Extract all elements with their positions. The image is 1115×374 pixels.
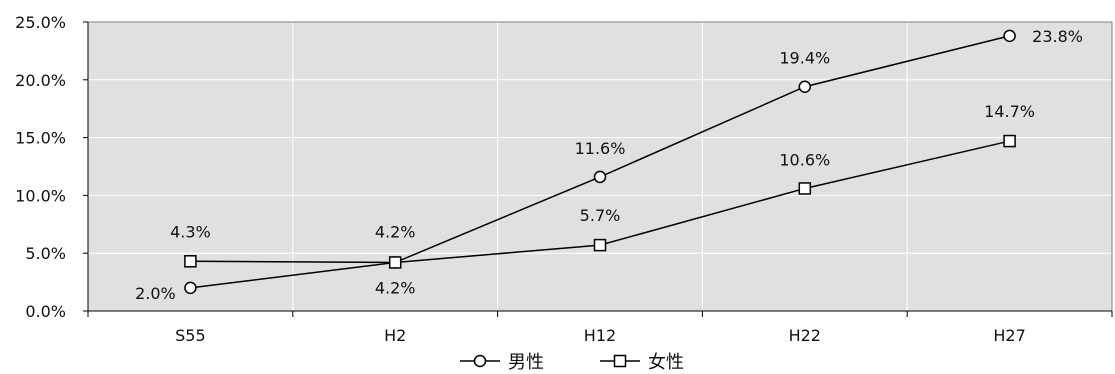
data-label: 4.2%: [375, 278, 416, 297]
legend-label: 女性: [648, 352, 684, 373]
data-label: 2.0%: [135, 284, 176, 303]
axes: [87, 21, 1113, 312]
marker-square: [184, 255, 197, 268]
data-label: 4.2%: [375, 222, 416, 241]
y-axis-ticks: 0.0% 5.0% 10.0% 15.0% 20.0% 25.0%: [15, 13, 88, 321]
x-axis-ticks: S55 H2 H12 H22 H27: [87, 311, 1113, 345]
x-tick-label: H2: [384, 326, 406, 345]
marker-square: [613, 354, 627, 368]
marker-square: [798, 182, 812, 195]
x-tick-label: S55: [175, 326, 206, 345]
gridlines: [88, 22, 1112, 311]
plot-area: [88, 22, 1112, 311]
legend-label: 男性: [508, 352, 544, 373]
y-tick-label: 20.0%: [15, 71, 66, 90]
marker-square: [388, 256, 402, 269]
data-label: 19.4%: [779, 49, 830, 68]
x-tick-label: H27: [993, 326, 1025, 345]
marker-square: [1003, 134, 1016, 148]
legend: 男性 女性: [460, 352, 684, 373]
marker-circle: [184, 281, 197, 295]
y-tick-label: 0.0%: [25, 302, 66, 321]
y-tick-label: 5.0%: [25, 244, 66, 263]
marker-square: [593, 238, 607, 252]
data-label: 10.6%: [779, 150, 830, 169]
series-markers: [184, 29, 1016, 295]
y-tick-label: 10.0%: [15, 186, 66, 205]
x-tick-label: H22: [789, 326, 821, 345]
marker-circle: [1003, 29, 1016, 43]
marker-circle: [798, 80, 812, 93]
marker-circle: [473, 354, 487, 368]
x-tick-label: H12: [584, 326, 616, 345]
data-label: 4.3%: [170, 222, 211, 241]
data-label: 14.7%: [984, 102, 1035, 121]
y-tick-label: 15.0%: [15, 129, 66, 148]
data-labels: 2.0% 4.2% 11.6% 19.4% 23.8% 4.3% 4.2% 5.7% 10.6%…: [135, 27, 1083, 303]
data-label: 23.8%: [1032, 27, 1083, 46]
data-label: 11.6%: [575, 139, 626, 158]
marker-circle: [593, 170, 607, 184]
data-label: 5.7%: [580, 206, 621, 225]
y-tick-label: 25.0%: [15, 13, 66, 32]
